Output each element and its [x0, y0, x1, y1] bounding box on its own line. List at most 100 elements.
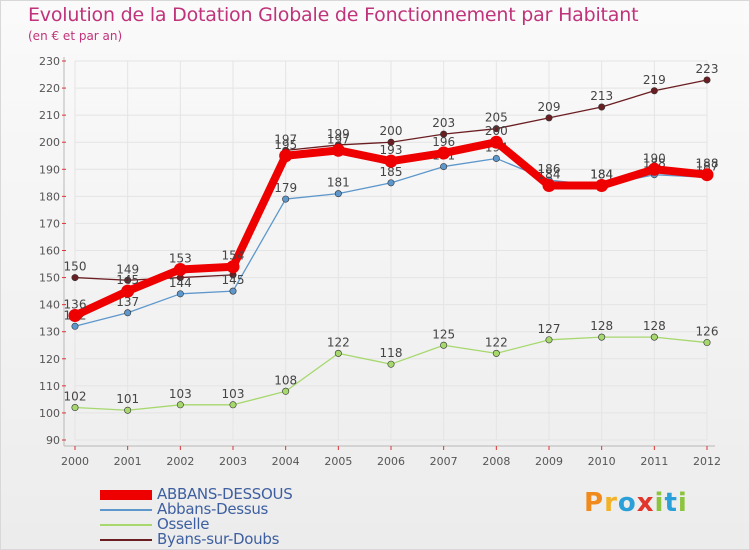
data-point [598, 333, 606, 341]
data-label: 195 [274, 138, 297, 152]
data-point [440, 341, 448, 349]
x-tick-label: 2002 [166, 455, 194, 468]
series-osselle: 102 101 103 103 108 122 118 125 122 127 128 128 126 [64, 319, 718, 414]
data-point [703, 339, 711, 347]
data-point [176, 401, 184, 409]
data-label: 200 [485, 124, 508, 138]
data-label: 144 [169, 276, 192, 290]
data-point [492, 154, 500, 162]
y-tick-label: 120 [39, 353, 60, 366]
data-label: 209 [538, 100, 561, 114]
x-tick-label: 2001 [114, 455, 142, 468]
data-label: 149 [116, 262, 139, 276]
legend-swatch [100, 509, 152, 511]
data-label: 137 [116, 295, 139, 309]
data-label: 136 [64, 297, 87, 311]
data-label: 145 [222, 273, 245, 287]
x-tick-label: 2003 [219, 455, 247, 468]
data-label: 103 [222, 387, 245, 401]
data-label: 213 [590, 89, 613, 103]
data-point [598, 103, 606, 111]
data-label: 179 [274, 181, 297, 195]
data-point [226, 260, 240, 274]
data-label: 185 [380, 165, 403, 179]
data-label: 181 [327, 176, 350, 190]
data-label: 122 [485, 335, 508, 349]
data-point [334, 349, 342, 357]
data-label: 197 [327, 132, 350, 146]
logo-letter: i [654, 488, 665, 518]
y-tick-label: 180 [39, 190, 60, 203]
data-label: 103 [169, 387, 192, 401]
data-label: 154 [222, 249, 245, 263]
x-tick-label: 2012 [693, 455, 721, 468]
data-point [331, 143, 345, 157]
y-tick-label: 170 [39, 217, 60, 230]
data-point [121, 284, 135, 298]
data-label: 150 [64, 260, 87, 274]
data-label: 199 [327, 127, 350, 141]
data-point [229, 287, 237, 295]
data-point [282, 195, 290, 203]
legend-label: Osselle [157, 515, 210, 533]
data-point [384, 154, 398, 168]
data-point [387, 138, 395, 146]
x-tick-label: 2010 [588, 455, 616, 468]
data-label: 122 [327, 335, 350, 349]
logo-letter: i [677, 488, 688, 518]
x-tick-label: 2008 [482, 455, 510, 468]
data-point [173, 262, 187, 276]
y-tick-label: 140 [39, 299, 60, 312]
data-point [703, 76, 711, 84]
data-label: 127 [538, 322, 561, 336]
data-point [387, 179, 395, 187]
proxiti-logo: Proxiti [584, 488, 688, 518]
logo-letter: P [584, 488, 605, 518]
data-point [440, 163, 448, 171]
data-label: 193 [380, 143, 403, 157]
data-label: 128 [643, 319, 666, 333]
chart-title: Evolution de la Dotation Globale de Fonc… [28, 4, 639, 26]
y-tick-label: 160 [39, 245, 60, 258]
data-point [700, 168, 714, 182]
x-tick-label: 2006 [377, 455, 405, 468]
data-point [387, 360, 395, 368]
y-tick-label: 230 [39, 55, 60, 68]
data-point [440, 130, 448, 138]
data-point [334, 190, 342, 198]
data-label: 153 [169, 251, 192, 265]
data-label: 184 [538, 168, 561, 182]
data-point [545, 336, 553, 344]
data-label: 219 [643, 73, 666, 87]
data-label: 118 [380, 346, 403, 360]
logo-letter: t [664, 488, 678, 518]
data-point [124, 406, 132, 414]
data-label: 145 [116, 273, 139, 287]
data-label: 190 [643, 151, 666, 165]
logo-letter: o [617, 488, 637, 518]
data-point [489, 135, 503, 149]
data-label: 187 [696, 159, 719, 173]
legend-label: ABBANS-DESSOUS [157, 485, 293, 503]
legend-swatch [100, 524, 152, 526]
data-point [279, 149, 293, 163]
data-label: 196 [432, 135, 455, 149]
data-label: 186 [538, 162, 561, 176]
legend-swatch [100, 490, 152, 500]
data-point [71, 404, 79, 412]
legend-label: Abbans-Dessus [157, 500, 269, 518]
data-label: 108 [274, 373, 297, 387]
y-tick-label: 130 [39, 326, 60, 339]
data-point [595, 179, 609, 193]
data-point [68, 308, 82, 322]
x-tick-label: 2005 [324, 455, 352, 468]
y-tick-label: 110 [39, 380, 60, 393]
logo-letter: x [636, 488, 655, 518]
data-label: 223 [696, 62, 719, 76]
x-tick-label: 2011 [640, 455, 668, 468]
data-point [650, 333, 658, 341]
